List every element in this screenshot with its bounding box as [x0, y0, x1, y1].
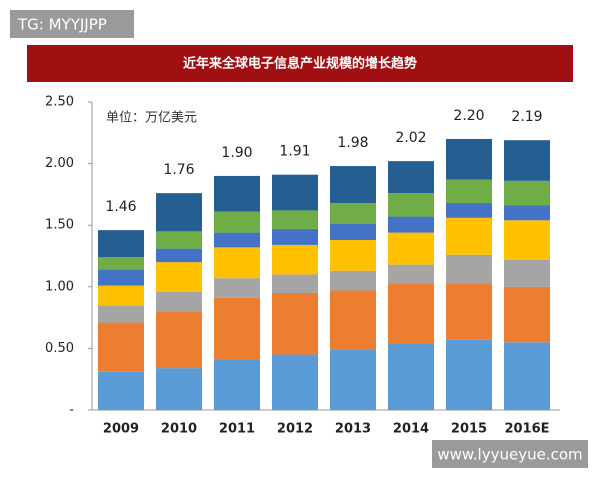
total-label: 1.98 [337, 135, 368, 151]
watermark: TG: MYYJJPP [17, 16, 107, 34]
bar-segment [504, 220, 550, 260]
bar-segment [504, 140, 550, 181]
title-banner [27, 45, 573, 82]
x-tick-label: 2013 [335, 422, 371, 437]
bar-segment [446, 217, 492, 255]
total-label: 2.19 [511, 109, 542, 125]
bar-segment [446, 179, 492, 204]
total-label: 2.20 [453, 108, 484, 124]
bar-segment [330, 223, 376, 240]
x-tick-label: 2012 [277, 422, 313, 437]
bar-segment [388, 193, 434, 217]
bar-segment [504, 180, 550, 206]
bar-segment [156, 311, 202, 369]
bar-segment [156, 231, 202, 249]
x-tick-label: 2014 [393, 422, 429, 437]
bar-segment [214, 175, 260, 212]
unit-note: 单位：万亿美元 [106, 111, 197, 126]
bar-segment [330, 290, 376, 350]
watermark: www.lyyueyue.com [437, 446, 582, 464]
y-tick-label: 1.00 [45, 279, 74, 294]
plot: - 0.50 1.00 1.50 2.00 2.50 2009 1.46 2010 1.76 201… [45, 95, 550, 437]
y-tick-label: - [69, 403, 74, 418]
bar-segment [98, 257, 144, 270]
bar-segment [330, 270, 376, 291]
bar-segment [446, 339, 492, 410]
bar-segment [330, 166, 376, 204]
bar-segment [272, 354, 318, 410]
total-label: 1.91 [279, 144, 310, 160]
bar-segment [504, 205, 550, 221]
bar-segment [272, 174, 318, 211]
total-label: 1.90 [221, 145, 252, 161]
bar-segment [446, 254, 492, 284]
bar-segment [330, 203, 376, 224]
bar-segment [272, 274, 318, 293]
bar-segment [98, 322, 144, 372]
y-tick-label: 1.50 [45, 218, 74, 233]
watermark-box [10, 10, 134, 38]
bar-segment [446, 138, 492, 180]
bar-segment [98, 371, 144, 410]
bar-segment [156, 262, 202, 292]
bar-segment [98, 285, 144, 306]
total-label: 1.76 [163, 162, 194, 178]
bar-segment [504, 286, 550, 343]
bar-segment [214, 297, 260, 360]
bar-segment [156, 291, 202, 312]
bar-segment [214, 278, 260, 298]
bar-segment [388, 283, 434, 344]
bar-segment [330, 239, 376, 271]
bar-segment [272, 228, 318, 245]
bar-segment [330, 349, 376, 410]
y-tick-label: 0.50 [45, 341, 74, 356]
total-label: 2.02 [395, 130, 426, 146]
y-tick-label: 2.50 [45, 95, 74, 110]
bar-segment [272, 244, 318, 275]
bar-segment [272, 210, 318, 229]
bar-segment [156, 193, 202, 232]
bar-segment [156, 368, 202, 410]
bar-segment [214, 359, 260, 410]
bar-segment [214, 232, 260, 248]
bar-segment [504, 259, 550, 287]
bar-segment [272, 292, 318, 355]
x-tick-label: 2009 [103, 422, 139, 437]
bar-segment [388, 232, 434, 265]
x-tick-label: 2011 [219, 422, 255, 437]
total-label: 1.46 [105, 199, 136, 215]
bar-segment [504, 342, 550, 410]
bar-segment [156, 248, 202, 263]
bar-segment [98, 269, 144, 286]
bar-segment [388, 161, 434, 194]
x-tick-label: 2016E [504, 422, 549, 437]
bar-segment [446, 203, 492, 218]
y-tick-label: 2.00 [45, 156, 74, 171]
bar-segment [388, 216, 434, 233]
x-tick-label: 2015 [451, 422, 487, 437]
bar-segment [98, 230, 144, 258]
bar-segment [446, 283, 492, 340]
bar-segment [214, 211, 260, 233]
bar-segment [98, 305, 144, 323]
chart-title: 近年来全球电子信息产业规模的增长趋势 [183, 56, 417, 72]
bar-segment [388, 264, 434, 284]
x-tick-label: 2010 [161, 422, 197, 437]
bar-segment [388, 343, 434, 410]
watermark-box [432, 440, 588, 468]
bar-segment [214, 247, 260, 279]
